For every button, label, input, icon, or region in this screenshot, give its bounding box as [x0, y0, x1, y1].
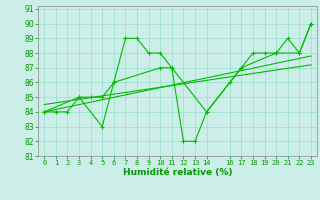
X-axis label: Humidité relative (%): Humidité relative (%)	[123, 168, 232, 177]
